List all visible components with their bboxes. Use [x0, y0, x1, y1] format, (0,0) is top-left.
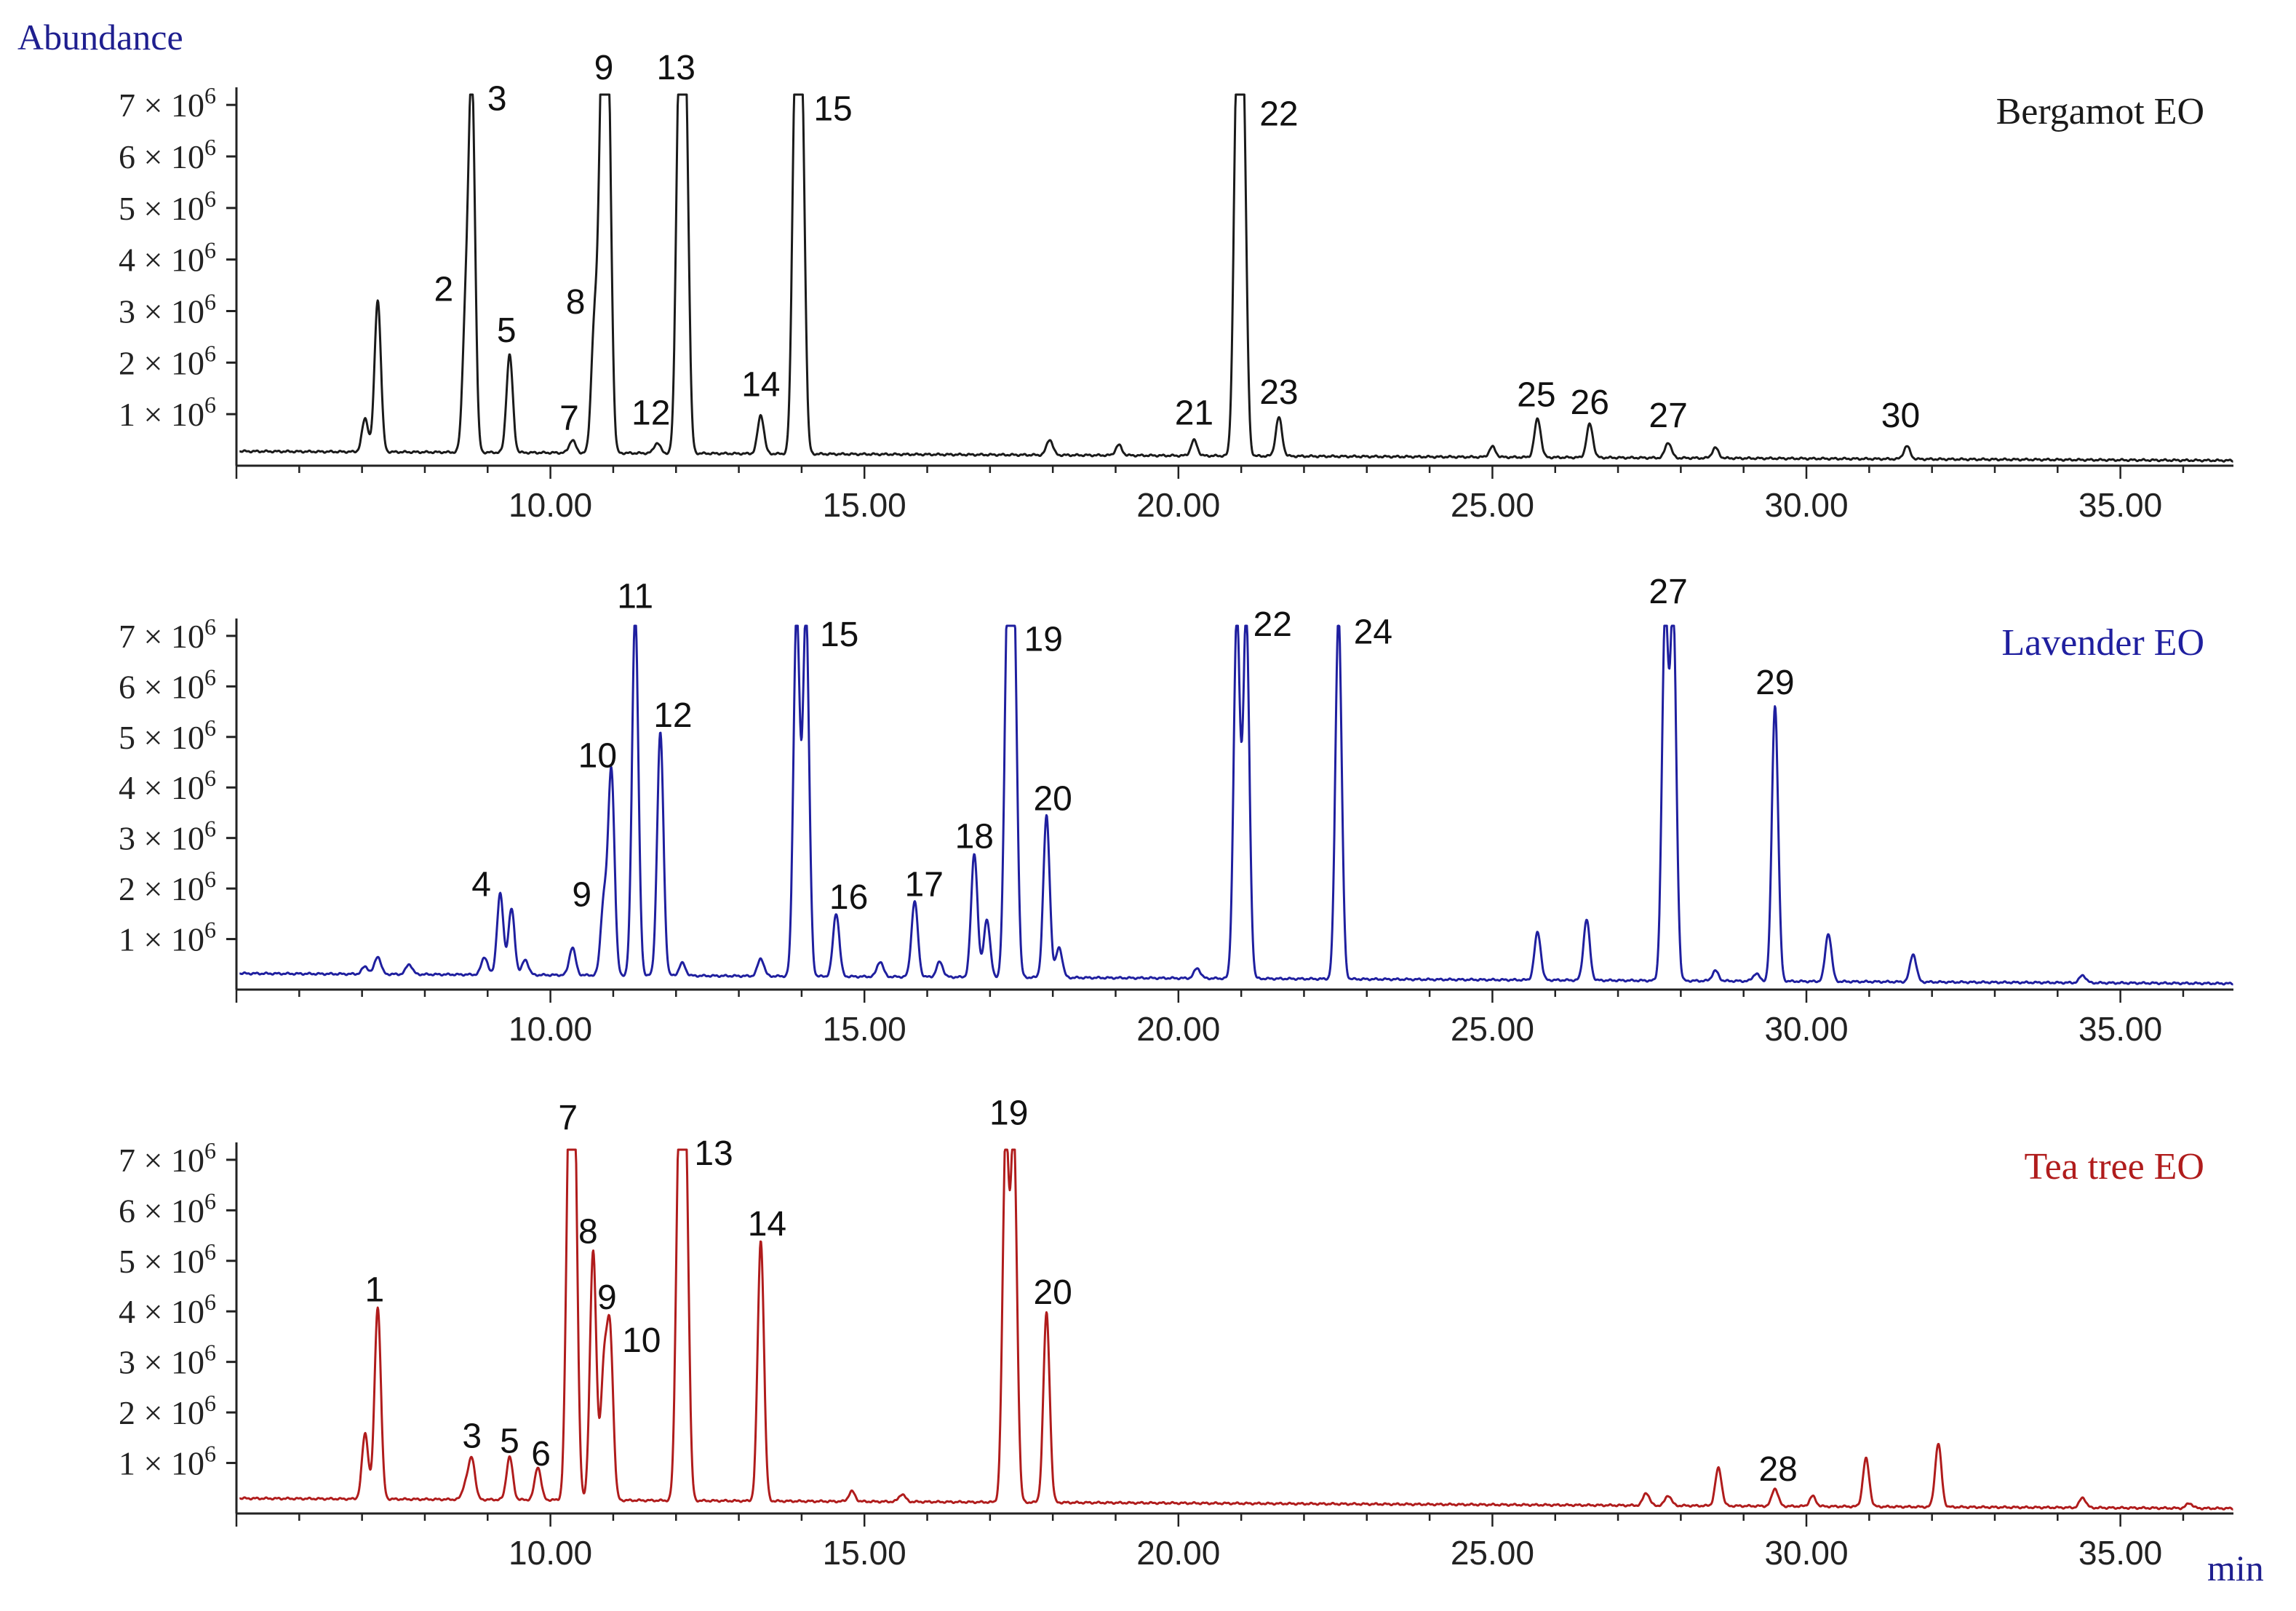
peak-label: 16: [829, 878, 868, 917]
x-tick-label: 10.00: [509, 1534, 592, 1572]
peak-label: 19: [989, 1094, 1028, 1132]
panel-1: 1 × 106 2 × 106 3 × 106 4 × 106 5 × 106 6 × 1…: [119, 49, 2234, 524]
y-tick-label: 7 × 106: [119, 613, 216, 655]
x-tick-label: 20.00: [1136, 1534, 1220, 1572]
peak-label: 17: [905, 866, 944, 904]
peak-label: 13: [694, 1134, 733, 1173]
peak-label: 4: [471, 866, 491, 904]
peak-label: 19: [1024, 621, 1063, 659]
panel-title: Lavender EO: [2001, 622, 2204, 664]
peak-label: 7: [558, 1099, 578, 1137]
x-tick-label: 35.00: [2078, 486, 2162, 524]
peak-label: 26: [1571, 383, 1609, 422]
chromatogram-trace: [239, 93, 2234, 463]
x-tick-label: 35.00: [2078, 1010, 2162, 1048]
x-tick-label: 25.00: [1451, 1534, 1534, 1572]
peak-label: 3: [487, 79, 507, 118]
peak-label: 14: [741, 365, 780, 404]
y-tick-label: 1 × 106: [119, 917, 216, 958]
peak-label: 18: [955, 818, 994, 856]
peak-label: 8: [566, 283, 586, 322]
peak-label: 15: [820, 616, 858, 654]
peak-label: 2: [434, 270, 454, 309]
peak-label: 11: [617, 578, 653, 616]
x-tick-label: 10.00: [509, 1010, 592, 1048]
x-tick-label: 20.00: [1136, 486, 1220, 524]
peak-label: 21: [1175, 394, 1213, 432]
x-tick-label: 25.00: [1451, 486, 1534, 524]
y-tick-label: 1 × 106: [119, 391, 216, 433]
x-tick-label: 25.00: [1451, 1010, 1534, 1048]
y-tick-label: 1 × 106: [119, 1441, 216, 1482]
peak-label: 20: [1033, 1273, 1072, 1312]
peak-label: 9: [597, 1278, 617, 1317]
chromatogram-trace: [239, 624, 2234, 986]
y-tick-label: 2 × 106: [119, 866, 216, 907]
y-tick-label: 3 × 106: [119, 1340, 216, 1381]
x-tick-label: 10.00: [509, 486, 592, 524]
peak-label: 25: [1517, 376, 1555, 415]
y-tick-label: 6 × 106: [119, 134, 216, 175]
peak-label: 24: [1354, 613, 1392, 651]
y-tick-label: 5 × 106: [119, 186, 216, 227]
x-tick-label: 15.00: [823, 1010, 906, 1048]
y-tick-label: 4 × 106: [119, 765, 216, 806]
peak-label: 8: [578, 1212, 598, 1251]
y-tick-label: 2 × 106: [119, 1390, 216, 1431]
peak-label: 28: [1758, 1450, 1797, 1489]
peak-label: 29: [1755, 664, 1794, 702]
y-tick-label: 6 × 106: [119, 1188, 216, 1229]
y-tick-label: 3 × 106: [119, 289, 216, 330]
peak-label: 3: [462, 1417, 482, 1456]
y-tick-label: 2 × 106: [119, 340, 216, 381]
peak-label: 14: [748, 1205, 786, 1244]
y-tick-label: 5 × 106: [119, 715, 216, 756]
y-tick-label: 6 × 106: [119, 664, 216, 705]
peak-label: 27: [1649, 573, 1687, 611]
peak-label: 20: [1033, 779, 1072, 818]
x-tick-label: 30.00: [1764, 486, 1848, 524]
y-tick-label: 5 × 106: [119, 1238, 216, 1280]
peak-label: 30: [1881, 397, 1920, 435]
x-tick-label: 20.00: [1136, 1010, 1220, 1048]
x-axis-title: min: [2207, 1548, 2264, 1588]
peak-label: 23: [1259, 373, 1298, 412]
panel-title: Bergamot EO: [1996, 91, 2204, 132]
peak-label: 22: [1259, 95, 1298, 134]
peak-label: 12: [653, 696, 692, 735]
chromatogram-panels: 1 × 106 2 × 106 3 × 106 4 × 106 5 × 106 6 × 1…: [119, 49, 2234, 1572]
y-tick-label: 7 × 106: [119, 82, 216, 124]
peak-label: 9: [572, 875, 591, 914]
chromatogram-trace: [239, 1148, 2234, 1511]
x-tick-label: 35.00: [2078, 1534, 2162, 1572]
peak-label: 6: [531, 1435, 551, 1473]
panel-2: 1 × 106 2 × 106 3 × 106 4 × 106 5 × 106 6 × 1…: [119, 573, 2234, 1048]
x-tick-label: 30.00: [1764, 1534, 1848, 1572]
peak-label: 9: [594, 49, 614, 87]
peak-label: 13: [657, 49, 695, 87]
peak-label: 10: [578, 736, 617, 775]
peak-label: 5: [497, 311, 517, 350]
panel-3: 1 × 106 2 × 106 3 × 106 4 × 106 5 × 106 6 × 1…: [119, 1094, 2234, 1572]
panel-title: Tea tree EO: [2024, 1146, 2204, 1188]
peak-label: 5: [500, 1423, 519, 1461]
y-tick-label: 3 × 106: [119, 816, 216, 857]
x-tick-label: 15.00: [823, 486, 906, 524]
y-tick-label: 4 × 106: [119, 1289, 216, 1330]
peak-label: 1: [365, 1270, 385, 1309]
peak-label: 7: [559, 399, 579, 437]
peak-label: 12: [631, 394, 670, 432]
x-tick-label: 30.00: [1764, 1010, 1848, 1048]
y-tick-label: 7 × 106: [119, 1137, 216, 1179]
peak-label: 10: [622, 1321, 661, 1360]
y-tick-label: 4 × 106: [119, 237, 216, 279]
x-tick-label: 15.00: [823, 1534, 906, 1572]
peak-label: 27: [1649, 397, 1687, 435]
y-axis-title: Abundance: [17, 17, 183, 57]
peak-label: 15: [813, 90, 852, 128]
peak-label: 22: [1253, 605, 1292, 644]
